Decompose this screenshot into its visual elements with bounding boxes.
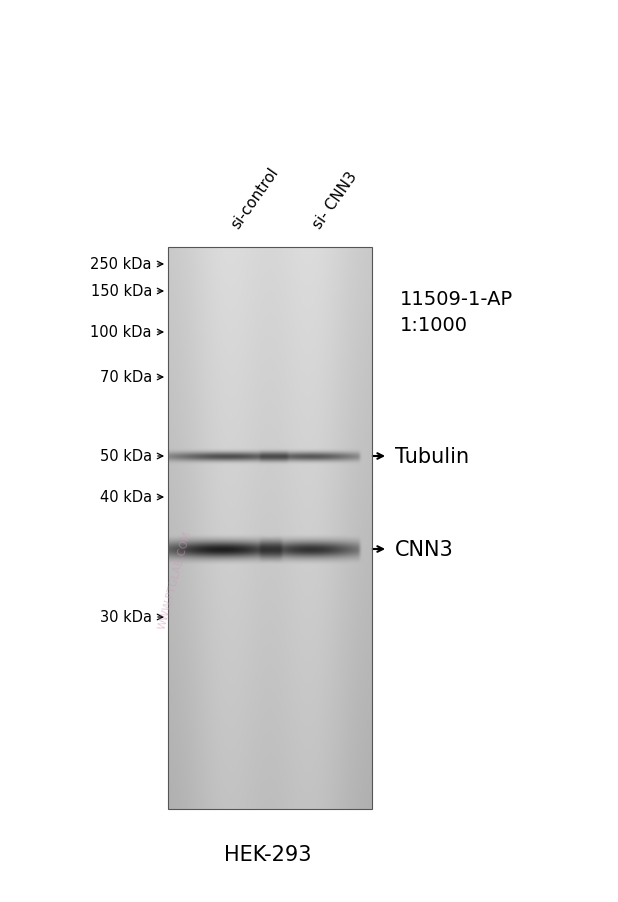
Text: HEK-293: HEK-293 [224,844,311,864]
Text: CNN3: CNN3 [395,539,454,559]
Text: Tubulin: Tubulin [395,446,469,466]
Text: 70 kDa: 70 kDa [99,370,152,385]
Text: 150 kDa: 150 kDa [91,284,152,299]
Text: 250 kDa: 250 kDa [90,257,152,272]
Text: 100 kDa: 100 kDa [90,325,152,340]
Text: si- CNN3: si- CNN3 [310,170,360,232]
Text: WWW.PTGLAB.COM: WWW.PTGLAB.COM [157,529,193,630]
Text: 40 kDa: 40 kDa [100,490,152,505]
Text: si-control: si-control [228,165,281,232]
Bar [168,248,372,809]
Text: 30 kDa: 30 kDa [100,610,152,625]
Text: 50 kDa: 50 kDa [100,449,152,464]
Text: 11509-1-AP
1:1000: 11509-1-AP 1:1000 [400,290,513,336]
